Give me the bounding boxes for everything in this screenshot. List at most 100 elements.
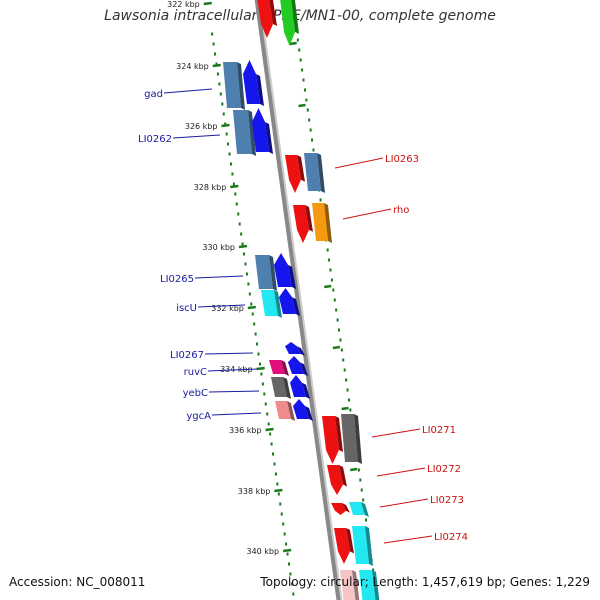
gene-yebc-gray-shade	[283, 377, 291, 399]
gene-iscu-cyan-shade	[274, 290, 282, 318]
tick-mark	[274, 488, 283, 493]
tick-mark	[238, 244, 248, 249]
ring-dot	[309, 128, 312, 132]
tick-label: 328 kbp	[194, 183, 227, 192]
gene-label-leader	[334, 157, 384, 169]
ring-dot	[253, 322, 256, 326]
ring-dot	[329, 268, 332, 272]
gene-li0262-blue-shade	[265, 122, 273, 154]
ring-dot	[261, 382, 264, 386]
gene-bottom-pink-shade	[352, 570, 360, 600]
ring-dot	[345, 378, 348, 382]
gene-yebc-blue	[290, 375, 306, 397]
tick-label: 330 kbp	[202, 243, 235, 252]
ring-dot	[312, 148, 315, 152]
ring-dot	[359, 478, 362, 482]
ring-dot	[283, 532, 286, 536]
ring-dot	[219, 92, 222, 96]
ring-dot	[212, 42, 215, 46]
ring-dot	[339, 338, 342, 342]
tick-mark	[350, 467, 358, 472]
ring-dot	[336, 318, 339, 322]
gene-label-leader	[371, 428, 421, 438]
ring-dot	[296, 38, 299, 42]
ring-dot	[228, 152, 231, 156]
ring-dot	[241, 242, 244, 246]
tick-mark	[212, 63, 221, 68]
gene-top-red	[257, 0, 273, 38]
gene-rho-orange-shade	[324, 203, 332, 243]
ring-dot	[285, 542, 288, 546]
ring-dot	[232, 182, 235, 186]
ring-dot	[273, 462, 276, 466]
gene-label-leader	[211, 412, 262, 416]
ring-dot	[287, 562, 290, 566]
ring-dot	[332, 288, 335, 292]
gene-yebc-gray	[271, 377, 287, 397]
gene-label-leader	[379, 498, 429, 508]
gene-li0265-steel-shade	[269, 255, 277, 291]
gene-label-leader	[376, 467, 426, 477]
gene-label-iscu: iscU	[176, 303, 197, 314]
gene-bottom-pink	[340, 570, 356, 600]
ring-dot	[240, 232, 243, 236]
gene-label-leader	[194, 275, 244, 279]
gene-label-ygca: ygcA	[186, 411, 211, 422]
gene-gad-steel-shade	[237, 62, 245, 110]
ring-dot	[257, 352, 260, 356]
gene-iscu-cyan	[261, 290, 278, 316]
gene-li0263-red-shade	[297, 155, 305, 182]
gene-label-leader	[197, 304, 246, 308]
gene-label-yebc: yebC	[183, 388, 208, 399]
gene-li0274-cyan-shade	[365, 526, 373, 566]
gene-ygca-blue	[293, 399, 309, 419]
gene-label-leader	[204, 352, 254, 355]
gene-li0267-blue	[285, 342, 301, 354]
gene-rho-orange	[312, 203, 328, 241]
ring-dot	[264, 402, 267, 406]
ring-dot	[215, 62, 218, 66]
gene-li0271-gray-shade	[354, 414, 362, 464]
gene-li0265-blue-shade	[288, 264, 296, 289]
accession-text: Accession: NC_008011	[9, 575, 146, 589]
gene-label-leader	[383, 535, 433, 544]
ring-dot	[282, 522, 285, 526]
gene-rho-red	[293, 205, 309, 243]
tick-mark	[247, 305, 257, 310]
ring-dot	[289, 572, 292, 576]
gene-li0271-red	[322, 416, 339, 464]
ring-dot	[349, 408, 352, 412]
ring-dot	[277, 492, 280, 496]
gene-ygca-blue-shade	[305, 406, 313, 421]
ring-dot	[306, 108, 309, 112]
gene-label-li0271: LI0271	[422, 425, 456, 436]
gene-li0272-red	[327, 465, 343, 495]
gene-top-green	[280, 0, 295, 46]
ring-dot	[290, 582, 293, 586]
gene-li0274-red	[334, 528, 350, 564]
gene-li0262-blue	[252, 108, 269, 152]
tick-mark	[230, 184, 239, 189]
ring-dot	[311, 138, 314, 142]
tick-mark	[332, 345, 341, 350]
gene-label-li0262: LI0262	[138, 134, 172, 145]
ring-dot	[269, 432, 272, 436]
gene-li0262-steel	[233, 110, 252, 154]
gene-rho-red-shade	[305, 205, 313, 232]
ring-dot	[211, 32, 214, 36]
ring-dot	[319, 198, 322, 202]
ring-dot	[229, 162, 232, 166]
ring-dot	[342, 358, 345, 362]
gene-li0271-red-shade	[335, 416, 343, 452]
ring-dot	[247, 282, 250, 286]
ring-dot	[214, 52, 217, 56]
gene-li0273-red	[331, 503, 346, 515]
tick-label: 322 kbp	[167, 0, 200, 9]
ring-dot	[227, 142, 230, 146]
ring-dot	[280, 512, 283, 516]
ring-dot	[328, 258, 331, 262]
ring-dot	[243, 252, 246, 256]
tick-label: 338 kbp	[238, 487, 271, 496]
ring-dot	[254, 332, 257, 336]
